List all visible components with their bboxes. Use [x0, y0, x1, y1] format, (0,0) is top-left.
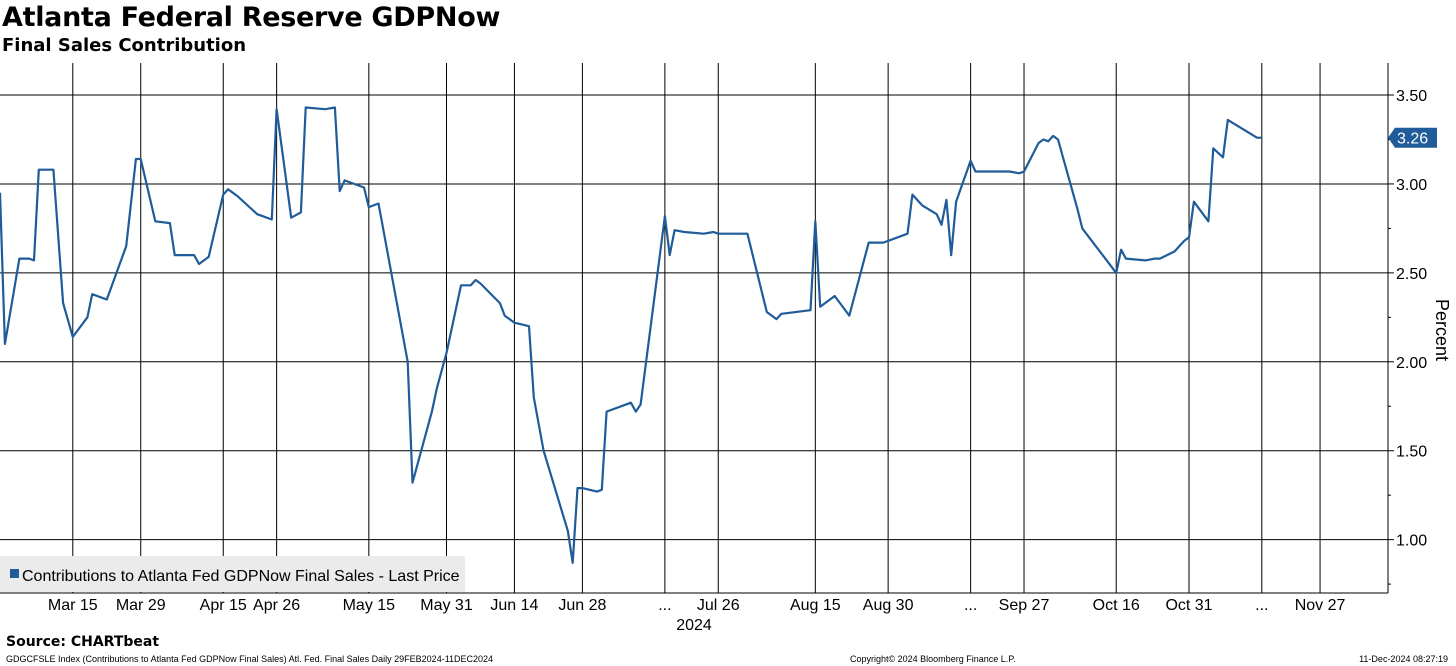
gridlines — [0, 63, 1388, 593]
y-tick-label: 1.50 — [1396, 444, 1427, 461]
timestamp: 11-Dec-2024 08:27:19 — [1359, 654, 1448, 664]
x-axis-label: 2024 — [676, 617, 712, 634]
x-tick-label: Apr 15 — [200, 597, 247, 614]
y-tick-label: 3.00 — [1396, 177, 1427, 194]
x-tick-label: Jun 28 — [558, 597, 606, 614]
chart-title: Atlanta Federal Reserve GDPNow — [2, 2, 501, 33]
x-tick-label: Oct 31 — [1165, 597, 1212, 614]
y-axis-label: Percent — [1432, 299, 1452, 361]
x-tick-label: May 31 — [420, 597, 473, 614]
source-note: Source: CHARTbeat — [6, 634, 160, 650]
y-tick-label: 2.50 — [1396, 266, 1427, 283]
x-tick-label: ... — [964, 597, 977, 614]
last-value-marker — [1388, 127, 1437, 148]
x-tick-label: Nov 27 — [1295, 597, 1346, 614]
x-axis: Mar 15 Mar 29 Apr 15 Apr 26 May 15 May 31 Jun … — [48, 597, 1346, 634]
x-tick-label: Jun 14 — [490, 597, 538, 614]
y-tick-label: 1.00 — [1396, 533, 1427, 550]
x-tick-label: Aug 15 — [790, 597, 841, 614]
index-info: GDGCFSLE Index (Contributions to Atlanta… — [6, 654, 494, 664]
legend-box — [0, 556, 465, 592]
chart-subtitle: Final Sales Contribution — [2, 35, 247, 56]
x-tick-label: May 15 — [343, 597, 396, 614]
series-line-group — [0, 106, 1262, 564]
x-tick-label: Apr 26 — [253, 597, 300, 614]
x-tick-label: Aug 30 — [863, 597, 914, 614]
legend: Contributions to Atlanta Fed GDPNow Fina… — [0, 556, 465, 592]
x-tick-label: ... — [1255, 597, 1268, 614]
copyright-note: Copyright© 2024 Bloomberg Finance L.P. — [850, 654, 1016, 664]
x-tick-label: Jul 26 — [697, 597, 740, 614]
x-tick-label: ... — [658, 597, 671, 614]
x-tick-label: Sep 27 — [999, 597, 1050, 614]
legend-label: Contributions to Atlanta Fed GDPNow Fina… — [22, 568, 460, 585]
plot-frame — [0, 63, 1389, 594]
y-tick-label: 2.00 — [1396, 355, 1427, 372]
last-value-badge: 3.26 — [1388, 127, 1437, 148]
x-tick-label: Mar 29 — [116, 597, 166, 614]
series-line — [0, 106, 1262, 564]
y-axis: 1.00 1.50 2.00 2.50 3.00 3.50 Percent — [1388, 88, 1452, 585]
x-tick-label: Oct 16 — [1093, 597, 1140, 614]
legend-swatch — [10, 569, 19, 578]
y-tick-label: 3.50 — [1396, 88, 1427, 105]
last-value-label: 3.26 — [1397, 131, 1428, 148]
x-tick-label: Mar 15 — [48, 597, 98, 614]
